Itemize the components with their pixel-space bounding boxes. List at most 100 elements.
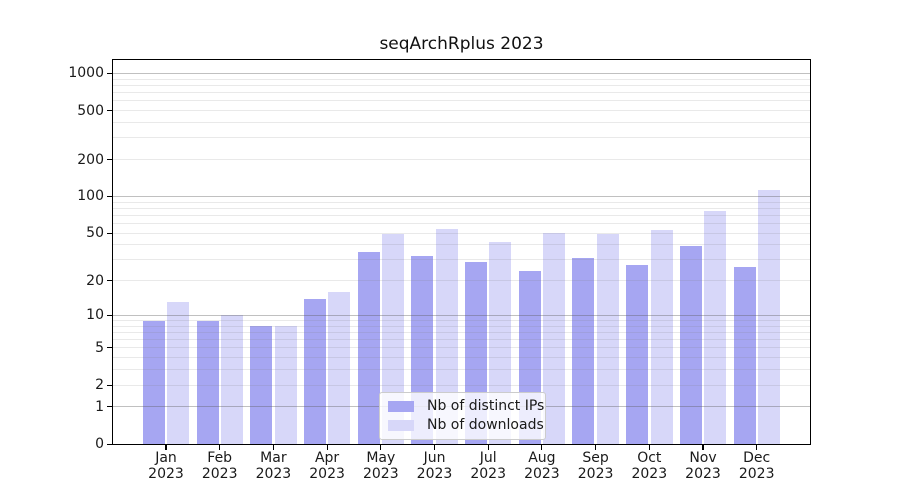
y-tick-mark bbox=[107, 347, 112, 349]
y-tick-mark bbox=[107, 443, 112, 445]
y-gridline-minor bbox=[113, 137, 810, 139]
y-tick-mark bbox=[107, 110, 112, 112]
y-gridline-minor bbox=[113, 207, 810, 209]
x-tick-mark bbox=[756, 445, 758, 450]
x-tick-label: Aug 2023 bbox=[510, 450, 574, 482]
x-tick-mark bbox=[702, 445, 704, 450]
bar-downloads-sep bbox=[596, 234, 619, 444]
y-gridline-minor bbox=[113, 92, 810, 94]
bar-downloads-jun bbox=[435, 229, 458, 444]
x-tick-mark bbox=[595, 445, 597, 450]
y-tick-mark bbox=[107, 72, 112, 75]
x-tick-mark bbox=[541, 445, 543, 450]
bar-downloads-nov bbox=[704, 211, 727, 444]
y-gridline-minor bbox=[113, 259, 810, 261]
bar-downloads-feb bbox=[220, 315, 243, 444]
y-gridline-minor bbox=[113, 232, 810, 234]
y-gridline-minor bbox=[113, 280, 810, 282]
y-tick-mark bbox=[107, 280, 112, 282]
legend-label-downloads: Nb of downloads bbox=[427, 417, 544, 433]
y-gridline-minor bbox=[113, 331, 810, 333]
bar-distinct-ips-oct bbox=[626, 265, 649, 444]
bar-distinct-ips-may bbox=[357, 251, 380, 444]
x-tick-mark bbox=[219, 445, 221, 450]
y-tick-label: 0 bbox=[95, 436, 104, 452]
x-tick-label: Nov 2023 bbox=[671, 450, 735, 482]
x-tick-label-year: 2023 bbox=[524, 465, 560, 482]
y-tick-mark bbox=[107, 384, 112, 386]
x-tick-label-year: 2023 bbox=[148, 465, 184, 482]
y-tick-label: 20 bbox=[86, 272, 104, 289]
x-tick-label: Oct 2023 bbox=[617, 450, 681, 482]
x-tick-label-year: 2023 bbox=[738, 465, 775, 482]
chart-title: seqArchRplus 2023 bbox=[379, 34, 544, 54]
y-tick-label: 1 bbox=[95, 398, 104, 415]
y-gridline-minor bbox=[113, 384, 810, 386]
y-gridline-minor bbox=[113, 214, 810, 216]
y-tick-label: 200 bbox=[77, 151, 104, 168]
x-tick-label: May 2023 bbox=[349, 450, 413, 482]
x-tick-label-year: 2023 bbox=[577, 465, 614, 482]
x-tick-label: Sep 2023 bbox=[564, 450, 628, 482]
x-tick-label-year: 2023 bbox=[309, 465, 345, 482]
y-gridline-major bbox=[113, 195, 810, 197]
legend-label-distinct-ips: Nb of distinct IPs bbox=[427, 398, 545, 414]
x-tick-label: Mar 2023 bbox=[241, 450, 305, 482]
y-tick-mark bbox=[107, 195, 112, 198]
x-tick-mark bbox=[272, 445, 274, 450]
y-gridline-minor bbox=[113, 201, 810, 203]
y-tick-label: 10 bbox=[86, 307, 104, 324]
bar-distinct-ips-apr bbox=[303, 298, 326, 444]
bar-downloads-dec bbox=[757, 189, 780, 444]
x-tick-mark bbox=[648, 445, 650, 450]
x-tick-label: Apr 2023 bbox=[295, 450, 359, 482]
x-tick-label: Jul 2023 bbox=[456, 450, 520, 482]
y-tick-label: 100 bbox=[77, 188, 104, 205]
y-tick-label: 5 bbox=[95, 339, 104, 356]
x-tick-mark bbox=[165, 445, 167, 450]
bar-downloads-aug bbox=[543, 233, 566, 444]
legend-row-downloads: Nb of downloads bbox=[388, 418, 544, 433]
y-gridline-minor bbox=[113, 347, 810, 349]
y-gridline-major bbox=[113, 314, 810, 316]
y-tick-mark bbox=[107, 406, 112, 408]
legend: Nb of distinct IPs Nb of downloads bbox=[379, 392, 546, 440]
x-tick-label-year: 2023 bbox=[685, 465, 721, 482]
bar-downloads-jan bbox=[167, 302, 190, 444]
x-tick-label-year: 2023 bbox=[631, 465, 668, 482]
y-gridline-minor bbox=[113, 122, 810, 123]
y-gridline-minor bbox=[113, 223, 810, 224]
bar-downloads-mar bbox=[274, 326, 297, 444]
bar-downloads-may bbox=[382, 234, 404, 444]
y-tick-label: 1000 bbox=[68, 65, 104, 82]
x-tick-mark bbox=[433, 445, 436, 450]
bar-downloads-oct bbox=[650, 230, 673, 444]
y-gridline-minor bbox=[113, 100, 810, 102]
y-tick-label: 2 bbox=[95, 377, 104, 394]
x-tick-label-year: 2023 bbox=[255, 465, 292, 482]
y-gridline-minor bbox=[113, 320, 810, 321]
plot-area bbox=[112, 59, 811, 445]
x-tick-label-year: 2023 bbox=[201, 465, 238, 482]
x-tick-mark bbox=[380, 445, 382, 450]
x-tick-label: Feb 2023 bbox=[188, 450, 252, 482]
bar-distinct-ips-feb bbox=[196, 320, 219, 444]
y-gridline-minor bbox=[113, 159, 810, 161]
y-tick-label: 500 bbox=[77, 102, 104, 119]
x-tick-mark bbox=[326, 445, 328, 450]
y-gridline-minor bbox=[113, 244, 810, 246]
x-tick-label-year: 2023 bbox=[362, 465, 399, 482]
bar-distinct-ips-dec bbox=[733, 267, 756, 444]
y-gridline-minor bbox=[113, 325, 810, 327]
x-tick-label: Jan 2023 bbox=[134, 450, 198, 482]
y-gridline-minor bbox=[113, 357, 810, 359]
y-gridline-minor bbox=[113, 339, 810, 341]
y-tick-mark bbox=[107, 159, 112, 161]
bar-distinct-ips-mar bbox=[250, 326, 273, 444]
legend-swatch-distinct-ips bbox=[388, 401, 414, 412]
y-gridline-minor bbox=[113, 78, 810, 80]
y-gridline-major bbox=[113, 72, 810, 74]
legend-row-distinct-ips: Nb of distinct IPs bbox=[388, 399, 544, 414]
y-tick-label: 50 bbox=[86, 225, 104, 242]
